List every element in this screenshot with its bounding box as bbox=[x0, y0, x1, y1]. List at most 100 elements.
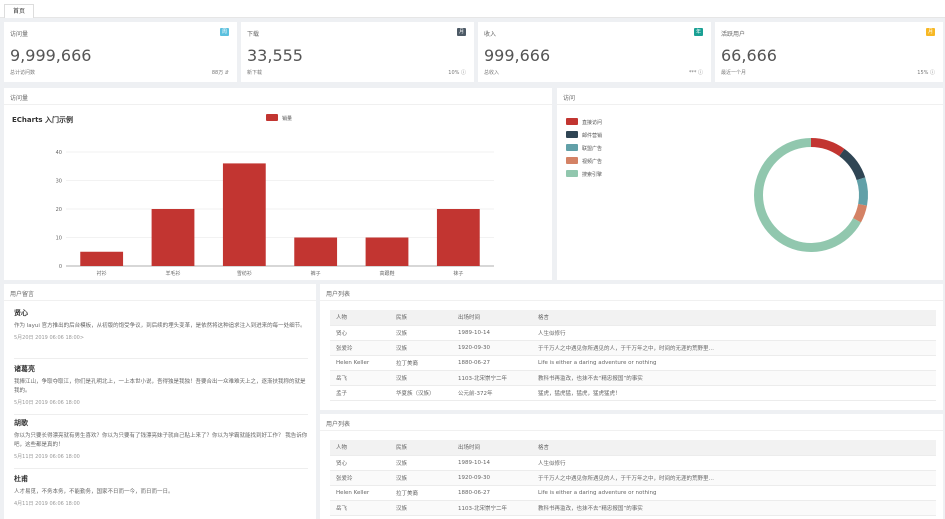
legend-swatch bbox=[566, 118, 578, 125]
y-tick-label: 20 bbox=[56, 207, 62, 213]
comments-panel: 用户留言 贤心 作为 layui 官方推出的后台模板，从初版的饱受争议，到后续的… bbox=[4, 284, 316, 519]
donut-slice bbox=[853, 203, 867, 223]
table-cell: 1989-10-14 bbox=[452, 325, 532, 341]
period-badge: 周 bbox=[220, 28, 229, 36]
table-row[interactable]: 孟子 华夏族（汉族） 公元前-372年 猛虎，猛虎猛，猛虎，猛虎猛虎！ bbox=[330, 385, 936, 401]
table-cell: 人生似修行 bbox=[532, 325, 936, 341]
comment-author[interactable]: 胡歌 bbox=[14, 419, 28, 427]
table-cell: Helen Keller bbox=[330, 485, 390, 501]
legend-label: 搜索引擎 bbox=[582, 171, 602, 178]
table-row[interactable]: Helen Keller 拉丁美裔 1880-06-27 Life is either… bbox=[330, 485, 936, 501]
table-cell: 1989-10-14 bbox=[452, 455, 532, 471]
table-cell: 于千万人之中遇见你所遇见的人，于千万年之中，时间的无涯的荒野里… bbox=[532, 470, 936, 486]
table-row[interactable]: 张爱玲 汉族 1920-09-30 于千万人之中遇见你所遇见的人，于千万年之中，时间的… bbox=[330, 470, 936, 486]
bar bbox=[365, 237, 409, 266]
bar-chart: ECharts 入门示例 销量 0 10 20 30 40 衬衫 羊毛衫 雪纺衫 裤子 高跟鞋 袜子 bbox=[12, 114, 494, 277]
user-table-panel: 用户列表 人物 民族 出场时间 格言 贤心 汉族 1989-10-14 人生似修行 张… bbox=[320, 414, 943, 519]
legend-label: 视频广告 bbox=[582, 158, 602, 165]
table-row[interactable]: Helen Keller 拉丁美裔 1880-06-27 Life is either… bbox=[330, 355, 936, 371]
x-tick-label: 衬衫 bbox=[97, 270, 107, 277]
column-header[interactable]: 格言 bbox=[532, 310, 936, 326]
table-cell: 公元前-372年 bbox=[452, 385, 532, 401]
column-header[interactable]: 民族 bbox=[390, 440, 452, 456]
divider bbox=[14, 358, 308, 359]
table-cell: 华夏族（汉族） bbox=[390, 385, 452, 401]
chart-title: ECharts 入门示例 bbox=[12, 115, 73, 124]
donut-slice bbox=[811, 138, 845, 157]
x-tick-label: 裤子 bbox=[311, 270, 321, 277]
table-cell: 教科书再滥改，也抹不去“精忠报国”的事实 bbox=[532, 370, 936, 386]
stat-value: 33,555 bbox=[247, 46, 303, 65]
x-tick-label: 袜子 bbox=[453, 270, 463, 277]
stat-title: 活跃用户 bbox=[721, 31, 746, 38]
table-row[interactable]: 岳飞 汉族 1103-北宋崇宁二年 教科书再滥改，也抹不去“精忠报国”的事实 bbox=[330, 500, 936, 516]
panel-title: 用户留言 bbox=[10, 291, 35, 298]
comment-time: 5月11日 2019 06:06 18:00 bbox=[14, 454, 80, 460]
period-badge: 月 bbox=[457, 28, 466, 36]
data-table: 人物 民族 出场时间 格言 贤心 汉族 1989-10-14 人生似修行 张爱玲 汉族 1… bbox=[330, 440, 936, 516]
legend-label: 销量 bbox=[282, 115, 292, 122]
legend-swatch bbox=[566, 131, 578, 138]
bar bbox=[222, 163, 266, 266]
legend-swatch bbox=[266, 114, 278, 121]
table-cell: 人生似修行 bbox=[532, 455, 936, 471]
y-tick-label: 40 bbox=[56, 150, 62, 156]
comment-item: 诸葛亮 我捧江山，争取夺取江，你们是孔明北上，一上本世小说，吾得独是我独！吾要合… bbox=[14, 364, 308, 406]
stat-sub-label: 新下载 bbox=[247, 70, 263, 76]
table-cell: 张爱玲 bbox=[330, 340, 390, 356]
panel-title: 访问 bbox=[563, 95, 576, 102]
x-tick-label: 高跟鞋 bbox=[379, 270, 394, 277]
stat-title: 访问量 bbox=[10, 31, 29, 38]
column-header[interactable]: 格言 bbox=[532, 440, 936, 456]
table-cell: 拉丁美裔 bbox=[390, 355, 452, 371]
divider bbox=[4, 300, 316, 301]
period-badge: 年 bbox=[694, 28, 703, 36]
comment-item: 胡歌 你以为只要长得漂亮就有男生喜欢？你以为只要有了钱漂亮妹子就自己贴上来了？你… bbox=[14, 418, 308, 460]
table-cell: 1920-09-30 bbox=[452, 340, 532, 356]
legend-swatch bbox=[566, 157, 578, 164]
panel-title: 用户列表 bbox=[326, 291, 351, 298]
stat-value: 9,999,666 bbox=[10, 46, 92, 65]
stat-sub-value: *** ⓘ bbox=[688, 70, 703, 76]
stat-sub-label: 总计访问数 bbox=[10, 70, 36, 76]
table-cell: 贤心 bbox=[330, 455, 390, 471]
table-row[interactable]: 岳飞 汉族 1103-北宋崇宁二年 教科书再滥改，也抹不去“精忠报国”的事实 bbox=[330, 370, 936, 386]
table-cell: 猛虎，猛虎猛，猛虎，猛虎猛虎！ bbox=[532, 385, 936, 401]
table-cell: 1103-北宋崇宁二年 bbox=[452, 370, 532, 386]
legend-swatch bbox=[566, 170, 578, 177]
column-header[interactable]: 民族 bbox=[390, 310, 452, 326]
divider bbox=[557, 104, 943, 105]
donut-slice bbox=[856, 177, 868, 206]
column-header[interactable]: 出场时间 bbox=[452, 440, 532, 456]
table-header-row: 人物 民族 出场时间 格言 bbox=[330, 440, 936, 456]
tab-home[interactable]: 首页 bbox=[4, 4, 35, 18]
comment-author[interactable]: 贤心 bbox=[14, 309, 28, 317]
stat-sub-value: 10% ⓘ bbox=[448, 70, 466, 76]
comment-author[interactable]: 诸葛亮 bbox=[14, 365, 35, 373]
column-header[interactable]: 人物 bbox=[330, 310, 390, 326]
table-cell: 汉族 bbox=[390, 370, 452, 386]
table-cell: 汉族 bbox=[390, 470, 452, 486]
table-row[interactable]: 贤心 汉族 1989-10-14 人生似修行 bbox=[330, 325, 936, 341]
divider bbox=[14, 414, 308, 415]
column-header[interactable]: 出场时间 bbox=[452, 310, 532, 326]
table-cell: 汉族 bbox=[390, 455, 452, 471]
stat-sub-label: 总收入 bbox=[484, 70, 500, 76]
x-tick-label: 羊毛衫 bbox=[165, 270, 180, 277]
table-cell: 张爱玲 bbox=[330, 470, 390, 486]
stat-sub-label: 最近一个月 bbox=[721, 70, 747, 76]
table-cell: 1920-09-30 bbox=[452, 470, 532, 486]
comment-time: 5月10日 2019 06:06 18:00 bbox=[14, 400, 80, 406]
column-header[interactable]: 人物 bbox=[330, 440, 390, 456]
comment-author[interactable]: 杜甫 bbox=[14, 475, 28, 483]
table-cell: 1880-06-27 bbox=[452, 485, 532, 501]
table-cell: 拉丁美裔 bbox=[390, 485, 452, 501]
table-row[interactable]: 贤心 汉族 1989-10-14 人生似修行 bbox=[330, 455, 936, 471]
comment-item: 贤心 作为 layui 官方推出的后台模板，从初版的饱受争议，到后续的埋头变革，… bbox=[14, 308, 308, 341]
table-row[interactable]: 张爱玲 汉族 1920-09-30 于千万人之中遇见你所遇见的人，于千万年之中，时间的… bbox=[330, 340, 936, 356]
table-cell: 汉族 bbox=[390, 500, 452, 516]
stat-sub-value: 88万 ⇵ bbox=[211, 70, 229, 76]
table-cell: 岳飞 bbox=[330, 370, 390, 386]
data-table: 人物 民族 出场时间 格言 贤心 汉族 1989-10-14 人生似修行 张爱玲 汉族 1… bbox=[330, 310, 936, 401]
y-tick-label: 10 bbox=[56, 236, 62, 242]
